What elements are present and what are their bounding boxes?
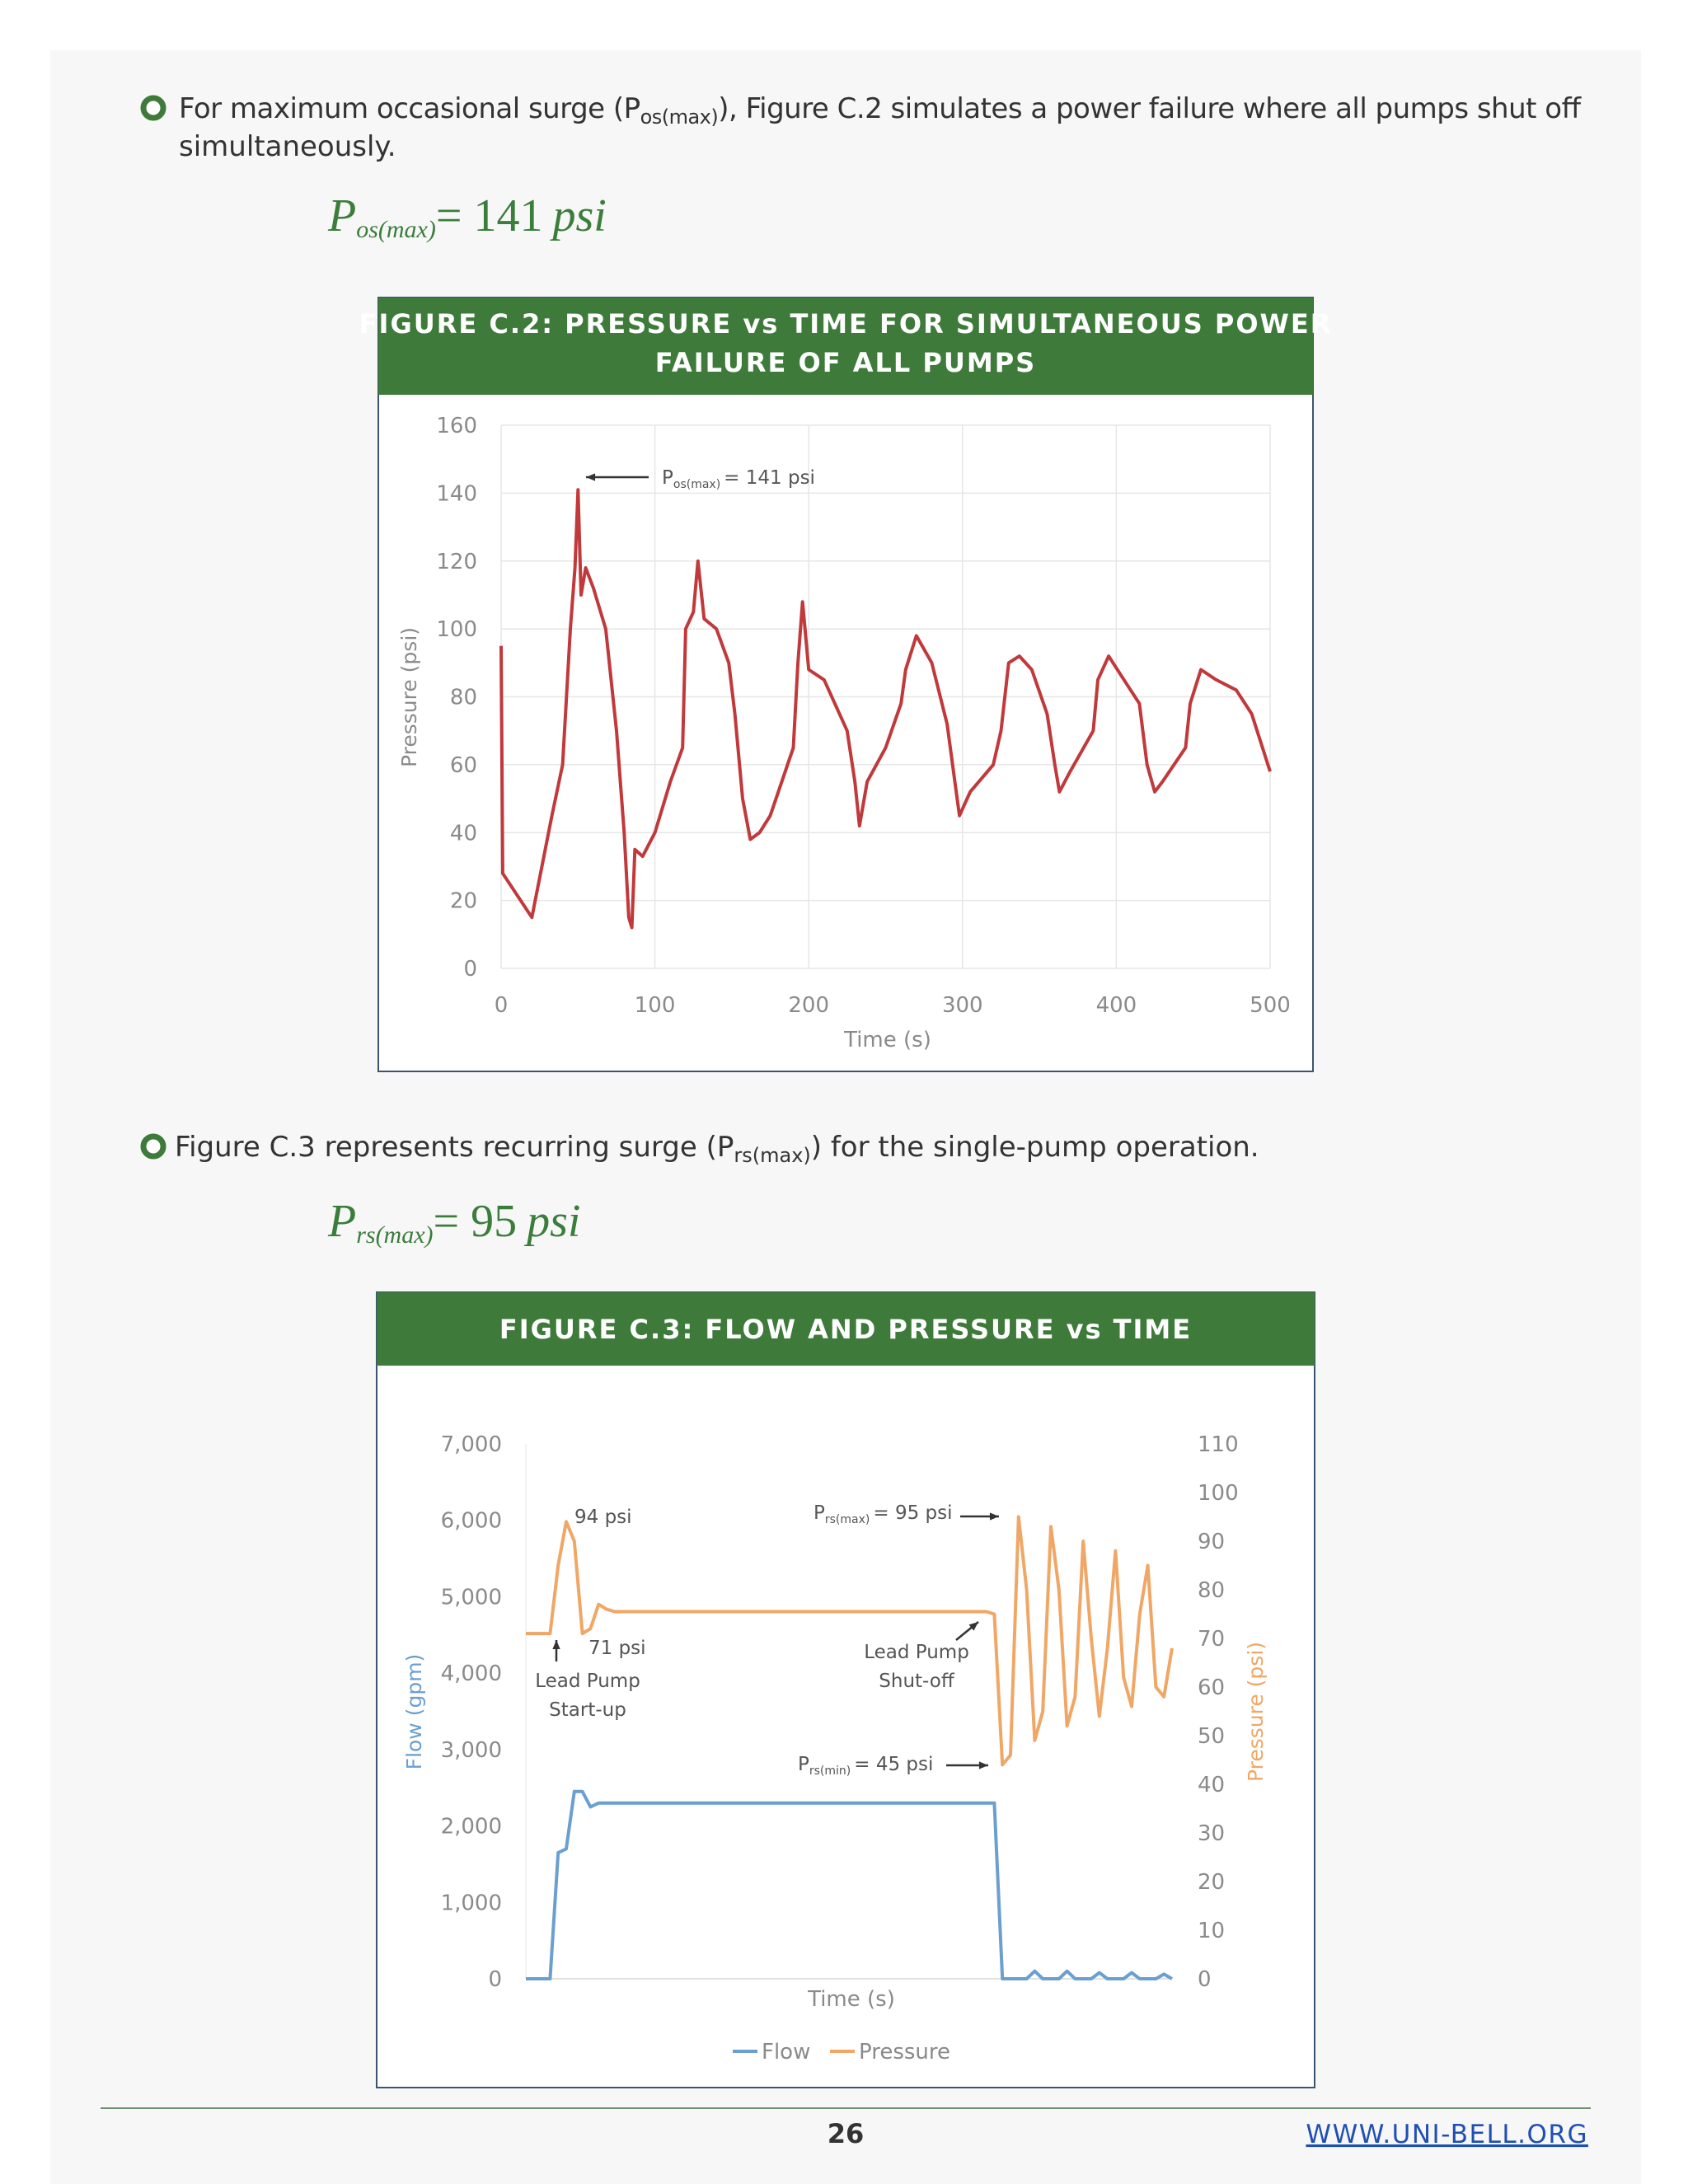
y-tick-label: 2,000 <box>441 1815 502 1840</box>
y2-tick-label: 100 <box>1198 1481 1239 1506</box>
annotation-arrowhead <box>989 1512 999 1521</box>
bullet-icon <box>140 1133 166 1160</box>
text: ), Figure C.2 simulates a power failure … <box>718 92 1582 125</box>
y-tick-label: 140 <box>436 481 477 506</box>
y-axis-title: Flow (gpm) <box>402 1654 426 1770</box>
y-tick-label: 120 <box>436 550 477 574</box>
y-tick-label: 7,000 <box>441 1432 502 1457</box>
symbol: P <box>327 190 356 241</box>
subscript: rs(max) <box>356 1221 433 1249</box>
figure-frame <box>377 297 1314 1072</box>
data-line <box>499 488 1272 930</box>
x-tick-label: 400 <box>1096 993 1137 1018</box>
y-tick-label: 5,000 <box>441 1585 502 1610</box>
data-line <box>526 1515 1174 1767</box>
figure-frame <box>376 1291 1315 2088</box>
bullet-text: Figure C.3 represents recurring surge (P… <box>175 1131 1259 1167</box>
footer-link[interactable]: WWW.UNI-BELL.ORG <box>1306 2120 1588 2149</box>
y2-axis-title: Pressure (psi) <box>1244 1642 1268 1782</box>
y-tick-label: 0 <box>463 957 477 982</box>
equation: Prs(max)= 95 psi <box>327 1196 580 1249</box>
y-tick-label: 0 <box>488 1967 502 1992</box>
subscript: os(max) <box>356 216 436 243</box>
y2-tick-label: 110 <box>1198 1432 1239 1457</box>
figure-header <box>378 298 1313 395</box>
annotation-subscript: rs(max) <box>825 1513 870 1526</box>
x-axis-title: Time (s) <box>843 1028 931 1052</box>
y2-tick-label: 10 <box>1198 1919 1225 1943</box>
legend-label: Pressure <box>859 2040 950 2064</box>
y-tick-label: 100 <box>436 617 477 642</box>
y2-tick-label: 30 <box>1198 1821 1225 1846</box>
y-tick-label: 80 <box>450 686 477 710</box>
value: = 95 <box>434 1196 518 1247</box>
symbol: P <box>327 1196 356 1247</box>
y2-tick-label: 90 <box>1198 1530 1225 1554</box>
x-tick-label: 200 <box>788 993 829 1018</box>
annotation: Start-up <box>549 1699 626 1721</box>
annotation-symbol: P <box>798 1754 809 1775</box>
y-tick-label: 60 <box>450 753 477 778</box>
annotation-arrowhead <box>978 1761 988 1769</box>
annotation: Lead Pump <box>535 1671 640 1692</box>
text: For maximum occasional surge (P <box>179 92 640 125</box>
text: Figure C.3 represents recurring surge (P <box>175 1131 734 1164</box>
annotation: Prs(min) = 45 psi <box>798 1754 933 1778</box>
annotation-symbol: P <box>814 1502 825 1524</box>
equation: Pos(max)= 141 psi <box>327 190 607 243</box>
annotation-subscript: os(max) <box>673 478 720 491</box>
bullet-text: For maximum occasional surge (Pos(max)),… <box>179 92 1582 129</box>
y-tick-label: 6,000 <box>441 1509 502 1534</box>
y2-tick-label: 0 <box>1198 1967 1212 1992</box>
annotation-subscript: rs(min) <box>809 1765 851 1778</box>
value: = 141 <box>436 190 543 241</box>
annotation-text: = 141 psi <box>724 467 815 489</box>
y2-tick-label: 20 <box>1198 1870 1225 1895</box>
annotation-text: = 45 psi <box>854 1754 933 1775</box>
subscript: os(max) <box>640 105 719 129</box>
y2-tick-label: 40 <box>1198 1773 1225 1797</box>
annotation-arrowhead <box>586 473 596 481</box>
annotation-arrowhead <box>552 1640 560 1650</box>
annotation: 71 psi <box>588 1638 646 1659</box>
figure-title: FIGURE C.3: FLOW AND PRESSURE vs TIME <box>499 1314 1192 1345</box>
y-tick-label: 20 <box>450 889 477 914</box>
legend-label: Flow <box>762 2040 810 2064</box>
page-number: 26 <box>828 2118 865 2149</box>
annotation-arrowhead <box>968 1622 978 1631</box>
figure-header <box>377 1292 1315 1366</box>
y-tick-label: 3,000 <box>441 1738 502 1763</box>
x-tick-label: 300 <box>942 993 983 1018</box>
annotation-text: = 95 psi <box>873 1502 952 1524</box>
y-tick-label: 40 <box>450 821 477 846</box>
annotation: Pos(max) = 141 psi <box>662 467 815 491</box>
annotation: 94 psi <box>574 1507 632 1528</box>
annotation: Lead Pump <box>864 1642 969 1663</box>
x-tick-label: 0 <box>495 993 509 1018</box>
annotation-symbol: P <box>662 467 673 489</box>
y2-tick-label: 70 <box>1198 1627 1225 1652</box>
annotation: Prs(max) = 95 psi <box>814 1502 953 1526</box>
y-axis-title: Pressure (psi) <box>397 627 421 767</box>
bullet-text: simultaneously. <box>179 130 396 163</box>
figure-title: FAILURE OF ALL PUMPS <box>655 347 1036 378</box>
unit: psi <box>523 1196 580 1247</box>
unit: psi <box>549 190 606 241</box>
x-axis-title: Time (s) <box>807 1987 895 2012</box>
y-tick-label: 160 <box>436 414 477 438</box>
annotation: Shut-off <box>879 1671 955 1692</box>
y-tick-label: 4,000 <box>441 1661 502 1686</box>
x-tick-label: 100 <box>635 993 676 1018</box>
y2-tick-label: 60 <box>1198 1675 1225 1700</box>
bullet-icon <box>140 95 166 121</box>
figure-title: FIGURE C.2: PRESSURE vs TIME FOR SIMULTA… <box>359 308 1333 340</box>
data-line <box>526 1789 1173 1980</box>
text: ) for the single-pump operation. <box>811 1131 1259 1164</box>
y2-tick-label: 80 <box>1198 1578 1225 1603</box>
x-tick-label: 500 <box>1250 993 1291 1018</box>
y-tick-label: 1,000 <box>441 1891 502 1915</box>
y2-tick-label: 50 <box>1198 1724 1225 1749</box>
subscript: rs(max) <box>734 1144 810 1167</box>
